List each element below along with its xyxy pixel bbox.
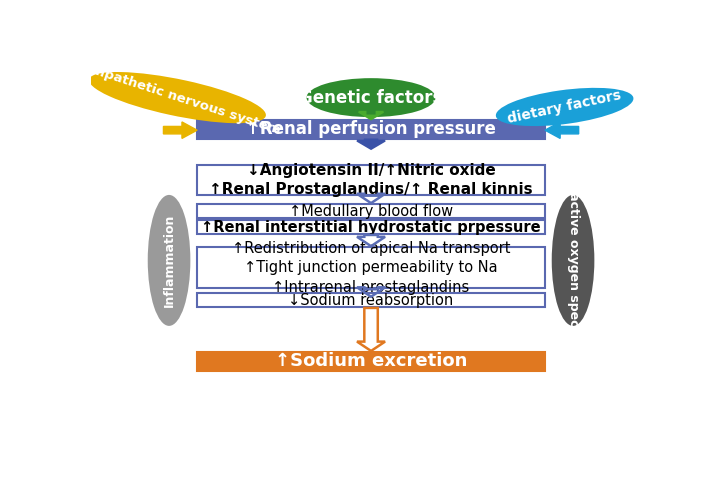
Polygon shape	[164, 122, 197, 139]
Ellipse shape	[552, 195, 594, 326]
FancyBboxPatch shape	[197, 247, 545, 289]
Ellipse shape	[306, 78, 436, 117]
Text: ↑Redistribution of apical Na transport
↑Tight junction permeability to Na
↑Intra: ↑Redistribution of apical Na transport ↑…	[232, 241, 510, 295]
Text: ↑Sodium excretion: ↑Sodium excretion	[275, 352, 467, 370]
Text: ↑Renal interstitial hydrostatic prpessure: ↑Renal interstitial hydrostatic prpessur…	[201, 220, 541, 235]
Ellipse shape	[148, 195, 190, 326]
Text: Reactive oxygen species: Reactive oxygen species	[567, 174, 579, 347]
Ellipse shape	[496, 88, 634, 126]
Text: Inflammation: Inflammation	[163, 214, 175, 307]
Polygon shape	[358, 112, 384, 120]
Text: Sympathetic nervous system: Sympathetic nervous system	[72, 58, 282, 137]
Polygon shape	[357, 139, 385, 149]
Text: ↑Medullary blood flow: ↑Medullary blood flow	[289, 204, 453, 219]
Polygon shape	[545, 122, 578, 139]
FancyBboxPatch shape	[197, 352, 545, 371]
FancyBboxPatch shape	[197, 293, 545, 307]
Text: ↓Angiotensin II/↑Nitric oxide
↑Renal Prostaglandins/↑ Renal kinnis: ↓Angiotensin II/↑Nitric oxide ↑Renal Pro…	[209, 162, 533, 197]
Ellipse shape	[89, 72, 266, 123]
FancyBboxPatch shape	[197, 204, 545, 219]
Text: dietary factors: dietary factors	[507, 88, 623, 126]
FancyBboxPatch shape	[197, 120, 545, 139]
Text: Genetic factors: Genetic factors	[299, 88, 443, 106]
Text: ↓Sodium reabsorption: ↓Sodium reabsorption	[288, 293, 454, 308]
Text: ↑Renal perfusion pressure: ↑Renal perfusion pressure	[246, 121, 496, 139]
FancyBboxPatch shape	[197, 220, 545, 234]
FancyBboxPatch shape	[197, 165, 545, 195]
